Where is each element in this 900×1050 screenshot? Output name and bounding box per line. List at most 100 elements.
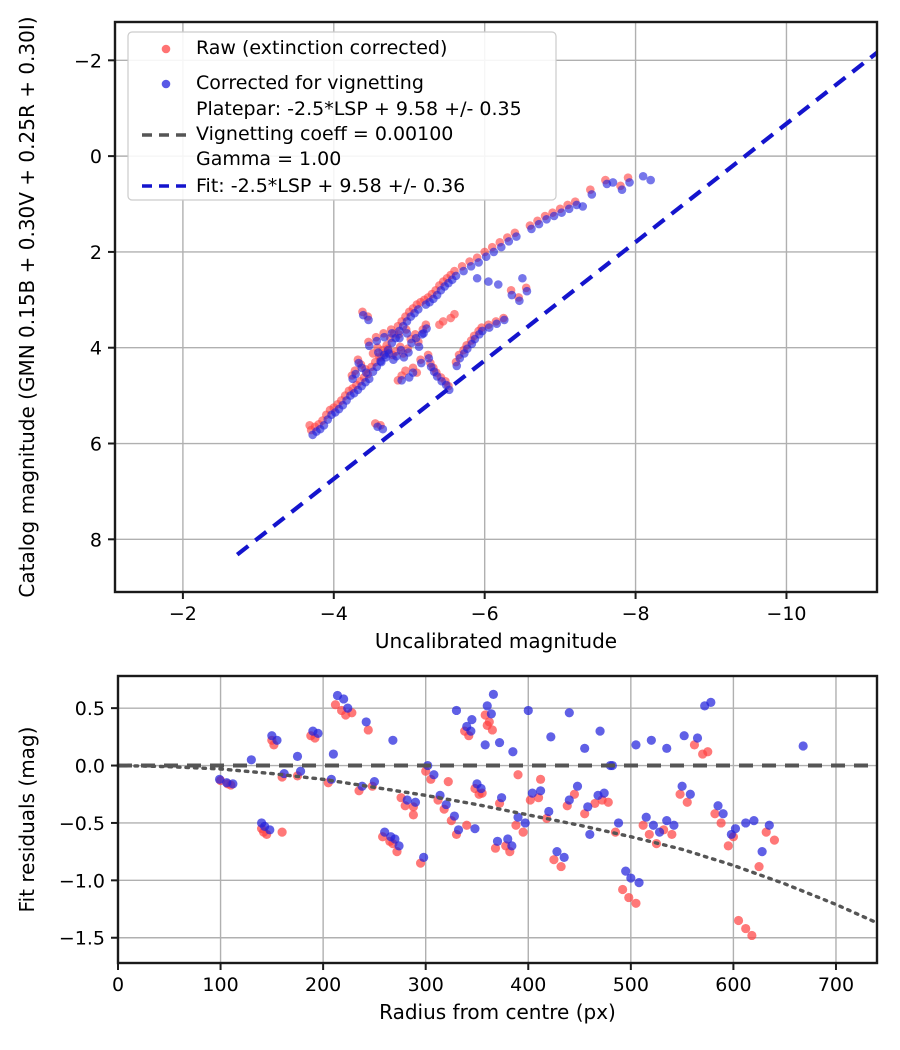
data-point <box>489 247 499 257</box>
data-point <box>377 357 386 367</box>
data-point <box>587 190 597 199</box>
residual-point <box>277 827 287 837</box>
data-point <box>417 358 426 368</box>
data-point <box>500 315 509 325</box>
residual-point <box>453 825 464 835</box>
data-point <box>459 266 468 276</box>
residual-point <box>544 806 554 817</box>
residual-point <box>361 717 371 727</box>
data-point <box>397 375 406 385</box>
residual-point <box>363 725 373 735</box>
data-point <box>515 296 524 306</box>
residual-point <box>679 731 689 741</box>
data-point <box>399 352 409 362</box>
data-point <box>472 273 482 283</box>
data-point <box>617 185 627 194</box>
residual-point <box>339 694 349 704</box>
residual-point <box>590 798 600 809</box>
residual-point <box>638 820 648 830</box>
res-ytick-label-2: −0.5 <box>59 813 105 835</box>
residual-point <box>741 923 751 934</box>
residual-point <box>343 703 353 713</box>
ytick-label-2: 2 <box>90 242 102 264</box>
residual-point <box>692 733 703 743</box>
residual-point <box>552 847 562 857</box>
residual-point <box>518 827 528 837</box>
data-point <box>358 310 368 320</box>
data-point <box>452 361 462 371</box>
data-point <box>305 421 314 430</box>
data-point <box>646 175 655 185</box>
residual-point <box>634 878 644 888</box>
data-point <box>512 232 521 241</box>
residual-point <box>449 811 460 821</box>
res-xtick-label-0: 0 <box>112 974 124 996</box>
residual-point <box>369 777 380 787</box>
residual-point <box>328 749 338 759</box>
residual-point <box>419 852 429 862</box>
top-panel-photometry: −2 −4 −6 −8 −10 −2 0 2 4 6 8 Uncalibrated magnitude… <box>15 16 879 653</box>
residual-point <box>631 898 641 908</box>
residual-point <box>749 816 759 826</box>
residual-point <box>394 841 404 851</box>
residual-point <box>559 852 569 862</box>
residual-point <box>497 793 507 803</box>
data-point <box>504 237 514 246</box>
data-point <box>422 324 431 333</box>
data-point <box>413 305 423 314</box>
data-point <box>424 353 434 363</box>
residual-point <box>583 802 593 812</box>
residual-point <box>595 726 605 736</box>
residual-point <box>733 915 744 926</box>
residual-point <box>580 743 590 753</box>
data-point <box>407 338 416 348</box>
residual-point <box>585 829 595 840</box>
ytick-label-4: 6 <box>90 434 102 456</box>
residual-point <box>443 777 453 787</box>
residual-point <box>482 720 492 730</box>
residual-point <box>488 689 498 699</box>
residual-point <box>646 735 656 745</box>
res-ytick-label-1: 0.0 <box>75 756 105 778</box>
residual-point <box>706 697 716 708</box>
residual-point <box>513 770 523 780</box>
xtick-label-4: −10 <box>766 603 806 625</box>
residual-point <box>494 737 505 748</box>
residual-point <box>556 861 566 872</box>
res-xtick-label-7: 700 <box>818 974 854 996</box>
residual-point <box>669 820 679 830</box>
residual-point <box>476 783 486 794</box>
data-point <box>348 374 357 384</box>
data-point <box>395 333 404 343</box>
data-point <box>308 430 317 440</box>
xtick-label-3: −8 <box>622 603 650 625</box>
residual-point <box>330 700 341 710</box>
residual-point <box>295 766 306 776</box>
residual-point <box>713 801 723 811</box>
residual-point <box>402 795 412 805</box>
data-point <box>496 242 506 252</box>
data-point <box>396 345 406 355</box>
residual-point <box>718 809 728 819</box>
data-point <box>364 341 374 351</box>
residual-point <box>482 701 492 711</box>
ytick-label-1: 0 <box>90 146 102 168</box>
ytick-label-0: −2 <box>74 50 102 72</box>
xtick-label-2: −6 <box>471 603 499 625</box>
residual-point <box>618 884 628 895</box>
data-point <box>374 348 383 357</box>
data-point <box>522 286 532 296</box>
fit-line-top <box>235 51 879 557</box>
ytick-label-5: 8 <box>90 529 102 551</box>
ytick-label-3: 4 <box>90 338 102 360</box>
residual-point <box>470 824 480 834</box>
residual-point <box>441 799 451 810</box>
residual-point <box>675 789 685 799</box>
res-ytick-label-0: 0.5 <box>75 698 105 720</box>
data-point <box>378 424 388 434</box>
res-xtick-label-1: 100 <box>202 974 238 996</box>
data-point <box>446 313 456 323</box>
xtick-label-0: −2 <box>169 603 197 625</box>
residual-point <box>462 820 472 830</box>
